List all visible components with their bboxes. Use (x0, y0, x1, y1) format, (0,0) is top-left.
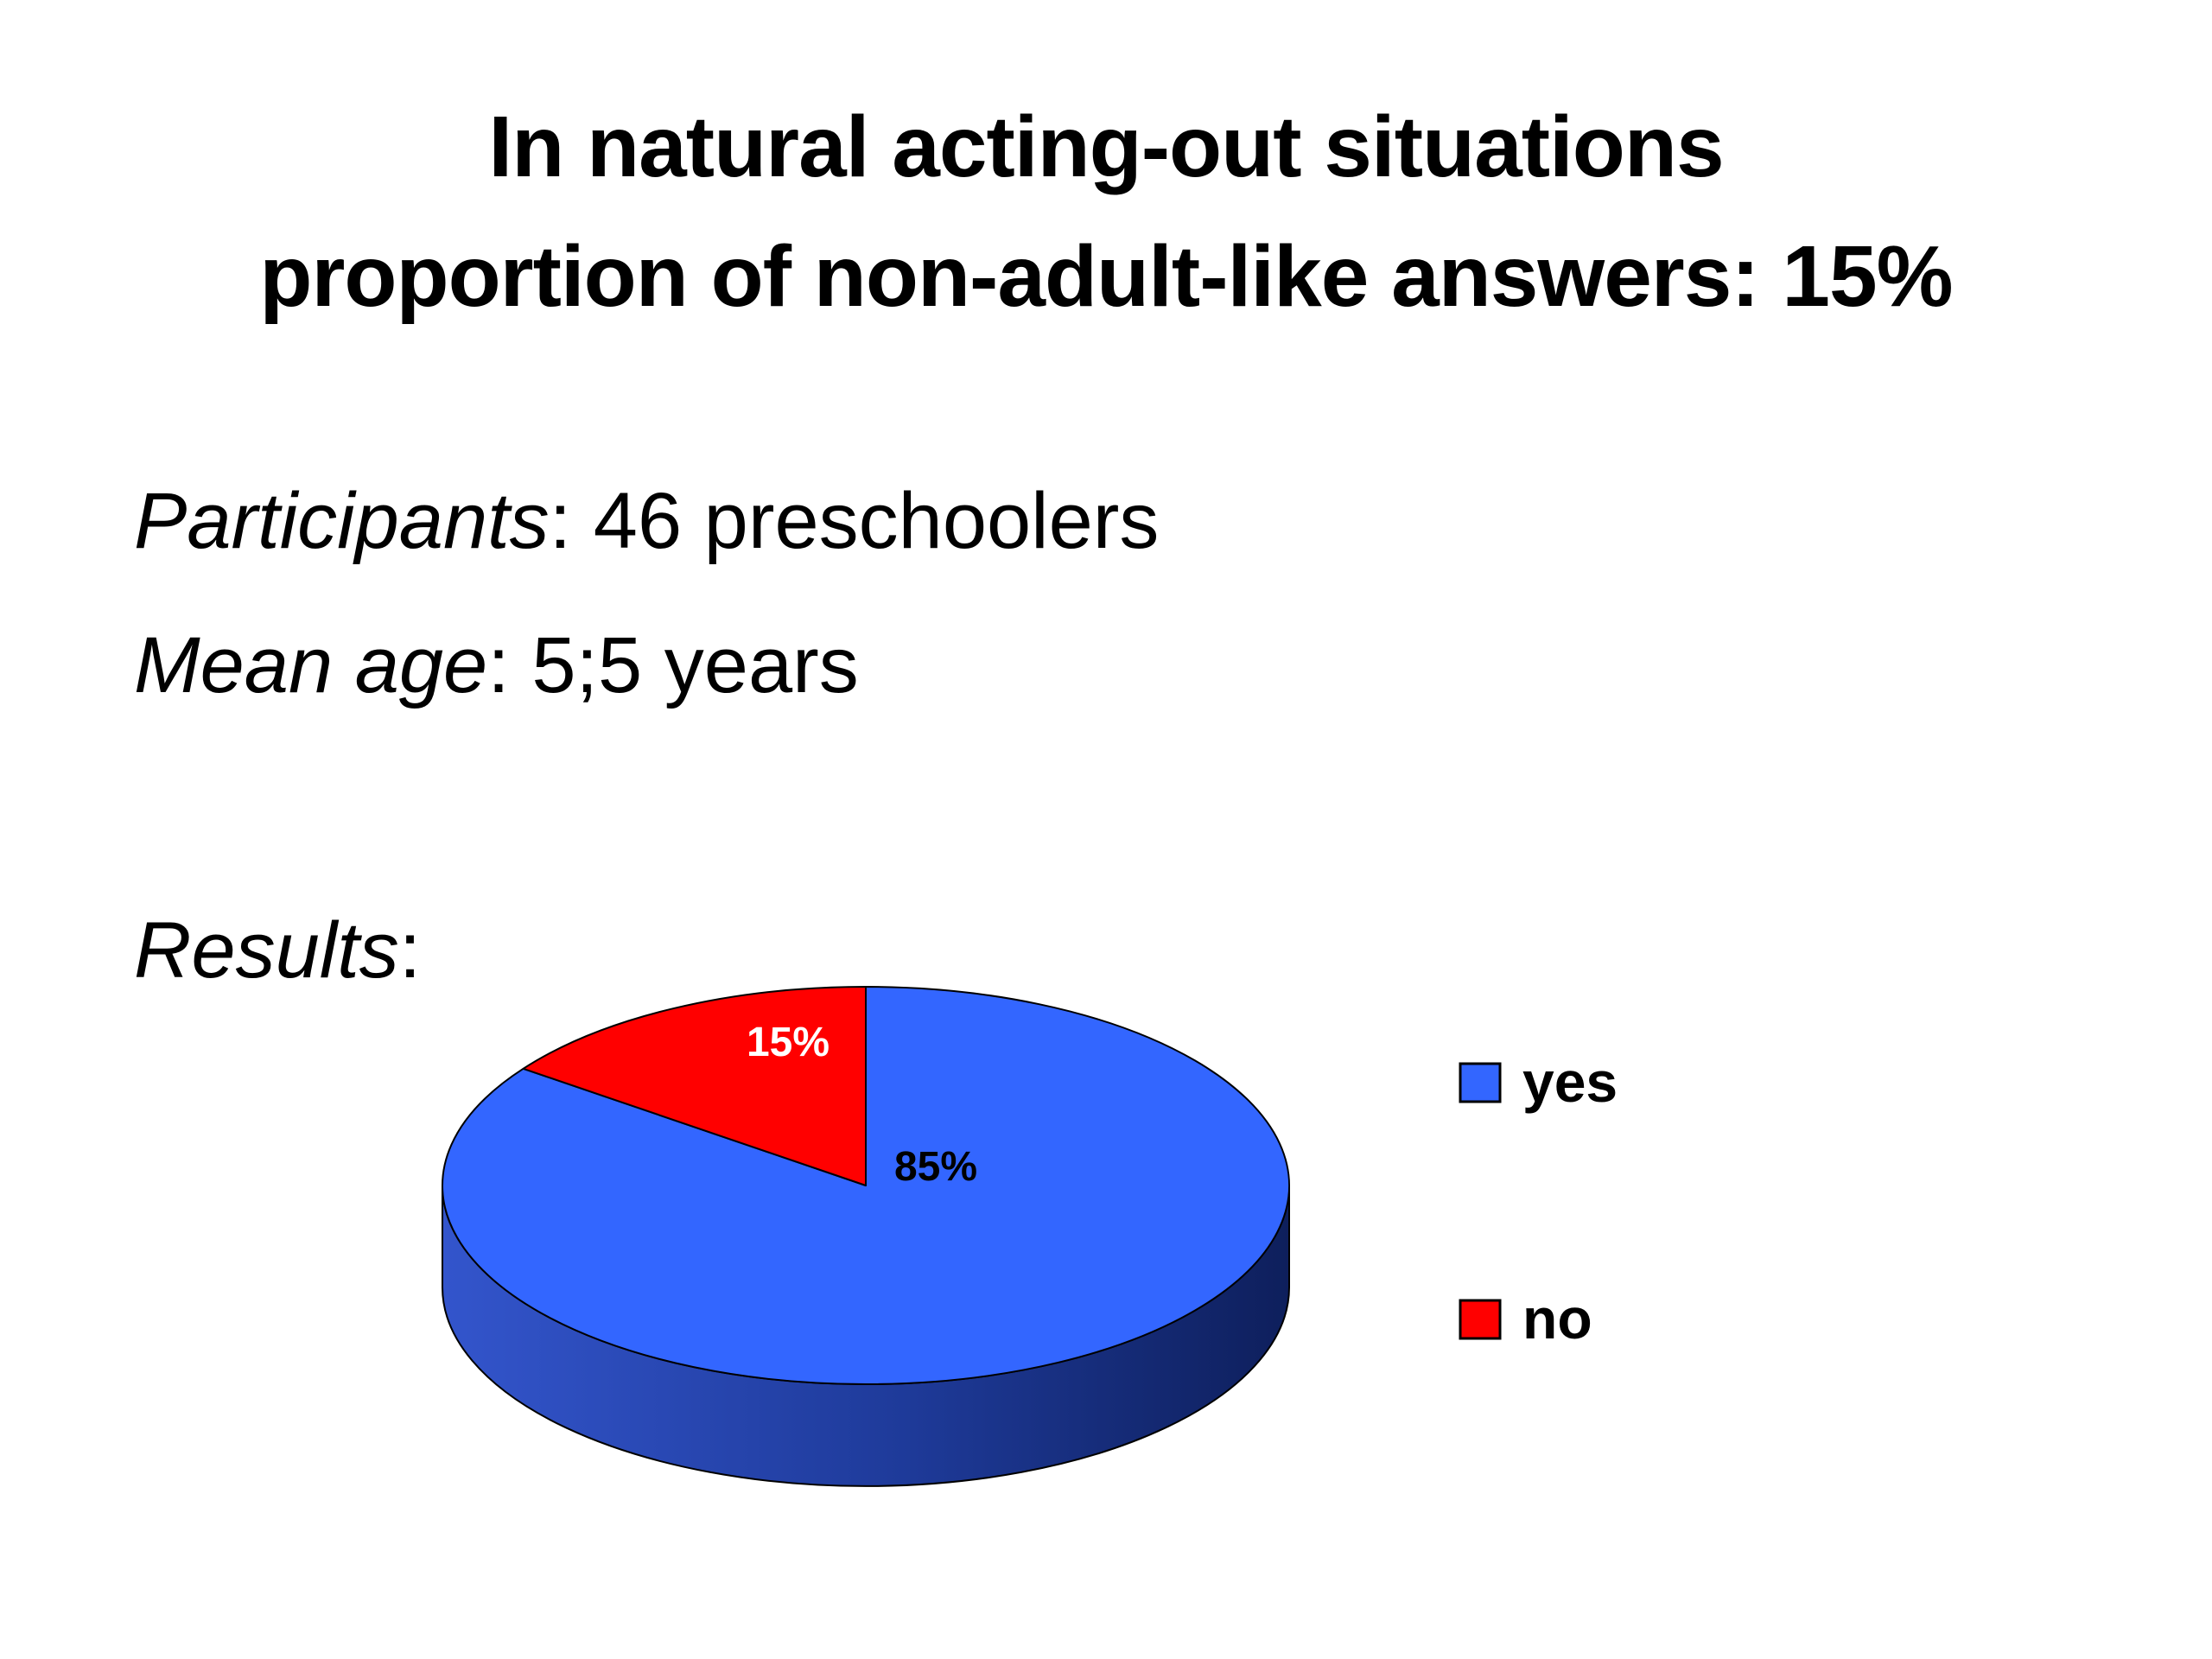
results-suffix: : (398, 906, 422, 995)
chart-legend: yes no (1459, 1050, 1618, 1351)
mean-age-value: : 5;5 years (487, 621, 859, 709)
results-line: Results: (134, 903, 421, 998)
mean-age-line: Mean age: 5;5 years (134, 618, 859, 713)
legend-swatch-no (1459, 1299, 1502, 1340)
pie-slice-no (522, 986, 867, 1186)
data-label-yes: 85% (894, 1144, 977, 1190)
title-line-1: In natural acting-out situations (488, 99, 1724, 195)
participants-value: : 46 preschoolers (549, 477, 1160, 565)
participants-line: Participants: 46 preschoolers (134, 474, 1159, 569)
legend-label-no: no (1522, 1287, 1592, 1351)
participants-label: Participants (134, 477, 550, 565)
data-label-no: 15% (747, 1020, 830, 1065)
legend-swatch-yes (1459, 1062, 1502, 1103)
title-line-2: proportion of non-adult-like answers: 15… (259, 228, 1953, 325)
pie-slices: 85% 15% (442, 986, 1290, 1487)
results-label: Results (134, 906, 399, 995)
legend-label-yes: yes (1522, 1050, 1618, 1114)
slide-title: In natural acting-out situations proport… (0, 82, 2212, 341)
mean-age-label: Mean age (134, 621, 488, 709)
